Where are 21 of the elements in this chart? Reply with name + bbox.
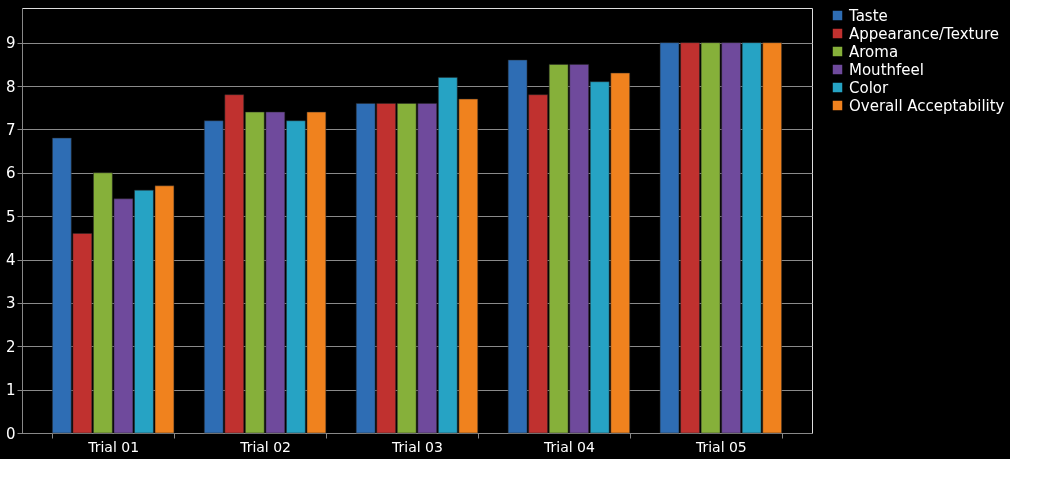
y-tick-label: 9 [5,34,16,53]
y-tick-label: 3 [5,294,16,313]
y-tick-label: 7 [5,120,16,139]
legend-label: Appearance/Texture [849,24,1000,43]
y-tick-label: 1 [5,381,16,400]
legend-label: Color [849,78,889,97]
y-tick-label: 0 [5,424,16,443]
x-tick-label: Trial 03 [391,438,443,455]
x-tick-label: Trial 04 [542,438,595,455]
legend-label: Taste [848,6,888,25]
x-tick-label: Trial 05 [694,438,747,455]
legend-label: Overall Acceptability [849,96,1005,115]
legend-label: Mouthfeel [849,60,924,79]
y-tick-label: 8 [5,77,16,96]
y-tick-label: 5 [5,207,16,226]
x-tick-label: Trial 01 [87,438,140,455]
y-tick-label: 6 [5,164,16,183]
y-tick-label: 2 [5,337,16,356]
x-tick-label: Trial 02 [239,438,292,455]
legend-label: Aroma [849,42,899,61]
y-tick-label: 4 [5,251,16,270]
